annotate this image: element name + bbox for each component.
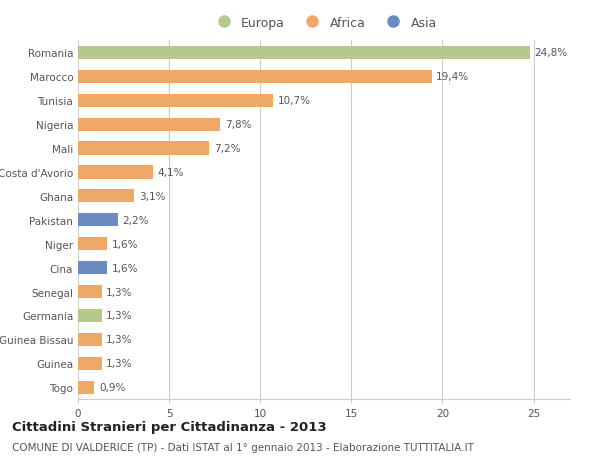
Text: 24,8%: 24,8% <box>535 48 568 58</box>
Text: 1,6%: 1,6% <box>112 239 138 249</box>
Text: 7,2%: 7,2% <box>214 144 240 154</box>
Text: 1,3%: 1,3% <box>106 287 133 297</box>
Bar <box>78 238 107 251</box>
Bar <box>78 166 153 179</box>
Bar <box>78 262 107 274</box>
Bar <box>78 214 118 227</box>
Bar <box>78 333 101 346</box>
Bar <box>78 71 431 84</box>
Text: 1,3%: 1,3% <box>106 358 133 369</box>
Text: 1,3%: 1,3% <box>106 311 133 321</box>
Text: 7,8%: 7,8% <box>224 120 251 130</box>
Bar <box>78 357 101 370</box>
Bar <box>78 309 101 322</box>
Bar <box>78 381 94 394</box>
Text: 4,1%: 4,1% <box>157 168 184 178</box>
Text: 3,1%: 3,1% <box>139 191 166 202</box>
Bar <box>78 95 273 107</box>
Bar <box>78 190 134 203</box>
Text: COMUNE DI VALDERICE (TP) - Dati ISTAT al 1° gennaio 2013 - Elaborazione TUTTITAL: COMUNE DI VALDERICE (TP) - Dati ISTAT al… <box>12 442 474 452</box>
Text: Cittadini Stranieri per Cittadinanza - 2013: Cittadini Stranieri per Cittadinanza - 2… <box>12 420 326 433</box>
Text: 19,4%: 19,4% <box>436 72 469 82</box>
Bar <box>78 142 209 155</box>
Text: 10,7%: 10,7% <box>278 96 311 106</box>
Bar <box>78 118 220 131</box>
Text: 0,9%: 0,9% <box>99 382 125 392</box>
Text: 1,3%: 1,3% <box>106 335 133 345</box>
Legend: Europa, Africa, Asia: Europa, Africa, Asia <box>206 12 442 35</box>
Text: 1,6%: 1,6% <box>112 263 138 273</box>
Text: 2,2%: 2,2% <box>122 215 149 225</box>
Bar <box>78 285 101 298</box>
Bar <box>78 47 530 60</box>
